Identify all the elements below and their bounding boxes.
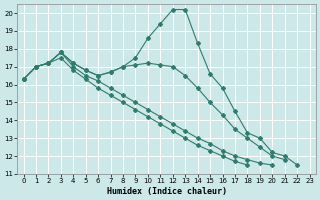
X-axis label: Humidex (Indice chaleur): Humidex (Indice chaleur) xyxy=(107,187,227,196)
